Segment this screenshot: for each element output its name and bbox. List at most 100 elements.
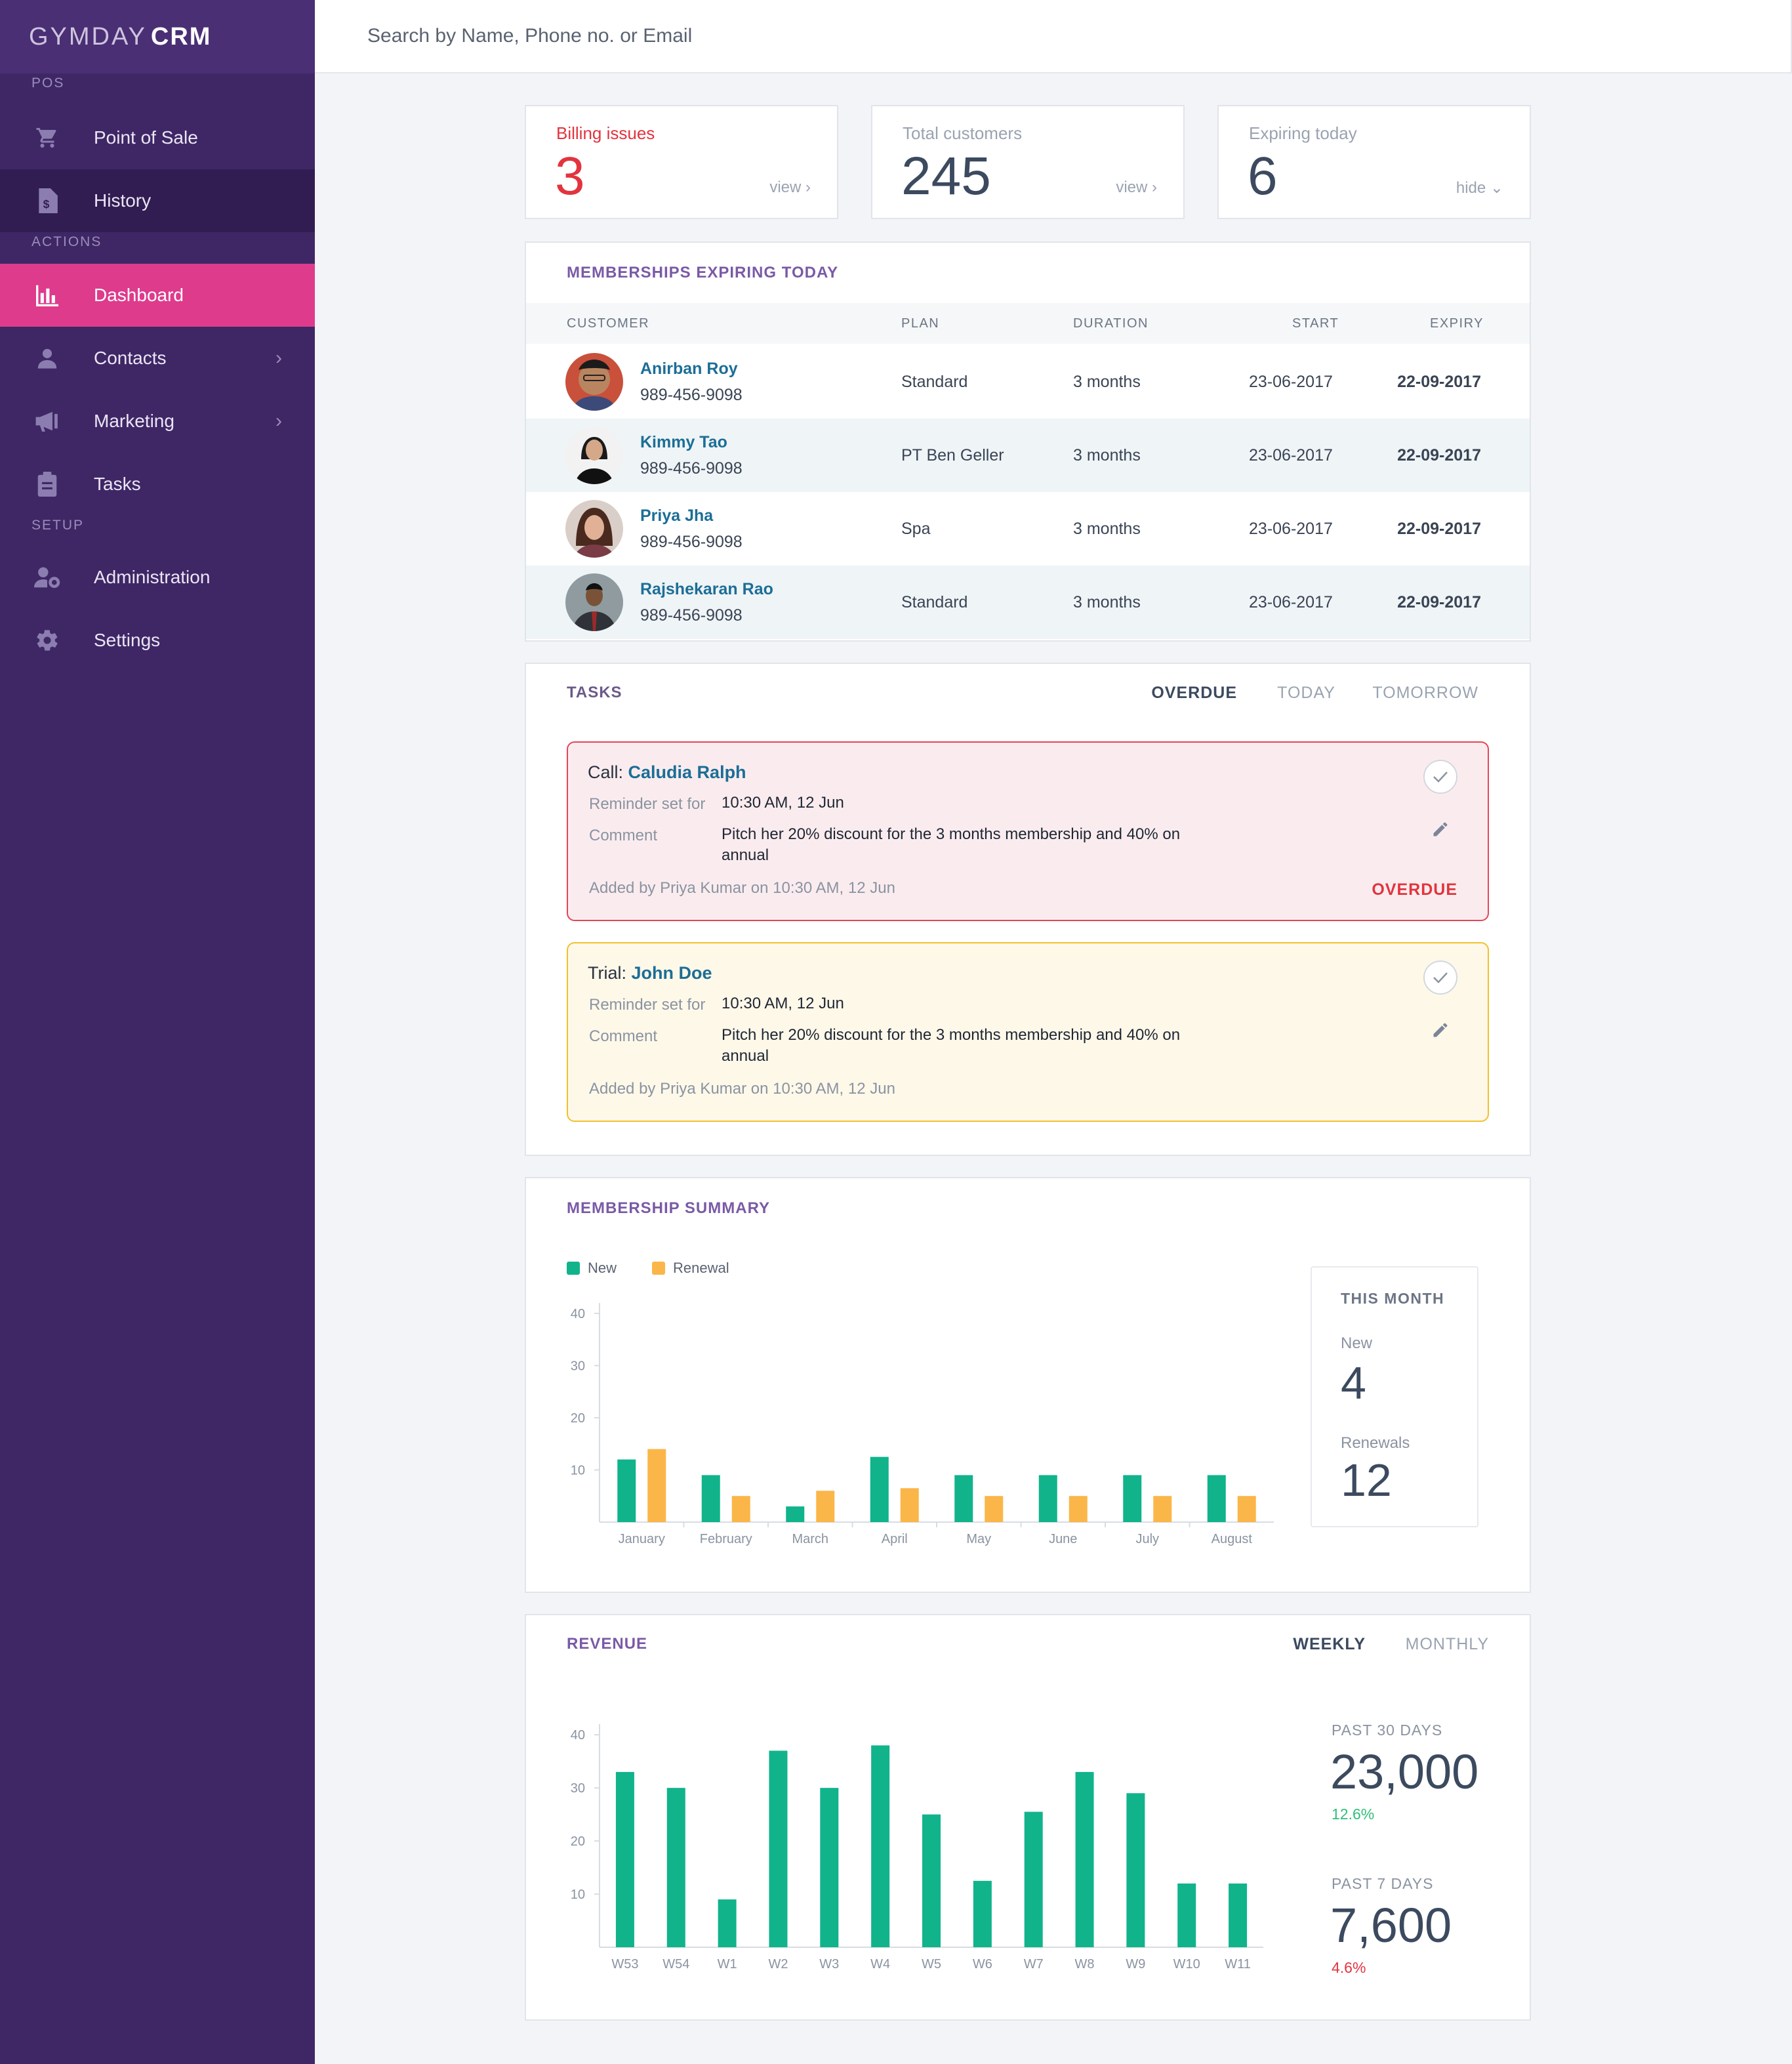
bar-revenue-w11 — [1229, 1883, 1248, 1947]
x-tick-label: W4 — [870, 1957, 890, 1971]
past-7-days-value: 7,600 — [1330, 1898, 1452, 1952]
revenue-card: REVENUE WEEKLY MONTHLY 10 20 30 40 W53 W54 W1 W… — [525, 1614, 1531, 2021]
bar-new-july — [1123, 1475, 1142, 1522]
sidebar-item-marketing[interactable]: Marketing › — [0, 390, 315, 453]
bar-revenue-w3 — [820, 1788, 839, 1947]
megaphone-icon — [34, 408, 60, 434]
tab-monthly[interactable]: MONTHLY — [1405, 1635, 1489, 1653]
customer-name-link[interactable]: Rajshekaran Rao — [640, 580, 773, 598]
y-tick-label: 30 — [571, 1781, 585, 1796]
edit-task-button[interactable] — [1430, 819, 1451, 840]
task-contact-link[interactable]: Caludia Ralph — [628, 762, 746, 782]
customer-name-link[interactable]: Anirban Roy — [640, 360, 738, 378]
column-header: PLAN — [901, 316, 940, 331]
sidebar-section-pos: POS — [31, 75, 65, 91]
sidebar-item-point-of-sale[interactable]: Point of Sale — [0, 106, 315, 169]
sidebar-item-label: Point of Sale — [94, 127, 198, 148]
view-link[interactable]: view › — [769, 178, 811, 197]
plan-cell: Spa — [901, 520, 931, 538]
bar-new-august — [1207, 1475, 1226, 1522]
x-tick-label: W11 — [1225, 1957, 1251, 1971]
table-row[interactable]: Rajshekaran Rao 989-456-9098 Standard 3 … — [526, 566, 1530, 639]
sidebar-item-administration[interactable]: Administration — [0, 546, 315, 609]
complete-task-button[interactable] — [1423, 760, 1457, 794]
bar-renewal-february — [731, 1496, 750, 1522]
chevron-down-icon: ⌄ — [1490, 179, 1503, 197]
start-cell: 23-06-2017 — [1249, 446, 1333, 464]
tab-today[interactable]: TODAY — [1277, 684, 1335, 702]
overdue-badge: OVERDUE — [1372, 880, 1457, 899]
edit-task-button[interactable] — [1430, 1020, 1451, 1041]
receipt-icon: $ — [34, 188, 60, 214]
chevron-right-icon: › — [1152, 178, 1157, 196]
expiring-today-card: Expiring today 6 hide ⌄ — [1217, 105, 1531, 219]
task-type: Trial: — [588, 963, 626, 983]
complete-task-button[interactable] — [1423, 960, 1457, 995]
duration-cell: 3 months — [1073, 446, 1141, 464]
column-header: DURATION — [1073, 316, 1149, 331]
bar-revenue-w7 — [1024, 1811, 1043, 1947]
sidebar-item-tasks[interactable]: Tasks — [0, 453, 315, 516]
bar-renewal-may — [985, 1496, 1004, 1522]
table-row[interactable]: Kimmy Tao 989-456-9098 PT Ben Geller 3 m… — [526, 419, 1530, 492]
start-cell: 23-06-2017 — [1249, 373, 1333, 391]
legend-swatch — [652, 1262, 665, 1275]
table-row[interactable]: Priya Jha 989-456-9098 Spa 3 months 23-0… — [526, 492, 1530, 566]
bar-renewal-march — [816, 1491, 835, 1522]
past-30-days-change: 12.6% — [1332, 1806, 1375, 1823]
sidebar-section-actions: ACTIONS — [31, 234, 102, 249]
pencil-icon — [1433, 822, 1448, 836]
y-tick-label: 20 — [571, 1411, 585, 1426]
customer-name-link[interactable]: Kimmy Tao — [640, 433, 727, 451]
tab-weekly[interactable]: WEEKLY — [1293, 1635, 1366, 1653]
bar-revenue-w8 — [1075, 1771, 1094, 1947]
customer-phone: 989-456-9098 — [640, 459, 743, 478]
bar-renewal-april — [900, 1488, 919, 1522]
bar-new-march — [786, 1506, 805, 1522]
bar-renewal-july — [1153, 1496, 1172, 1522]
sidebar-item-label: Settings — [94, 630, 161, 650]
past-7-days-label: PAST 7 DAYS — [1332, 1875, 1434, 1892]
bar-renewal-january — [647, 1449, 666, 1522]
stat-value: 245 — [901, 146, 991, 206]
x-tick-label: W10 — [1173, 1957, 1200, 1971]
x-tick-label: W2 — [768, 1957, 788, 1971]
plan-cell: PT Ben Geller — [901, 446, 1004, 464]
tab-overdue[interactable]: OVERDUE — [1151, 684, 1237, 702]
added-by: Added by Priya Kumar on 10:30 AM, 12 Jun — [589, 879, 895, 897]
expiry-cell: 22-09-2017 — [1397, 373, 1481, 391]
task-type: Call: — [588, 762, 624, 782]
sidebar-item-contacts[interactable]: Contacts › — [0, 327, 315, 390]
x-tick-label: W6 — [973, 1957, 992, 1971]
customer-phone: 989-456-9098 — [640, 386, 743, 404]
bar-new-february — [701, 1475, 720, 1522]
hide-link[interactable]: hide ⌄ — [1456, 178, 1503, 197]
table-header: CUSTOMER PLAN DURATION START EXPIRY — [526, 303, 1530, 344]
legend-item-renewal: Renewal — [652, 1260, 729, 1277]
logo-text-bold: CRM — [150, 22, 212, 51]
view-link[interactable]: view › — [1116, 178, 1157, 197]
stat-label: Expiring today — [1249, 123, 1357, 143]
search-input[interactable] — [367, 25, 1351, 47]
chevron-right-icon: › — [805, 178, 811, 196]
tab-tomorrow[interactable]: TOMORROW — [1372, 684, 1478, 702]
bar-revenue-w5 — [922, 1814, 941, 1947]
x-tick-label: W1 — [718, 1957, 737, 1971]
table-row[interactable]: Anirban Roy 989-456-9098 Standard 3 mont… — [526, 345, 1530, 419]
comment-label: Comment — [589, 827, 658, 844]
duration-cell: 3 months — [1073, 373, 1141, 391]
app-logo[interactable]: GYMDAY CRM — [0, 0, 315, 73]
card-title: TASKS — [567, 684, 622, 701]
sidebar-item-label: Marketing — [94, 411, 174, 431]
customer-name-link[interactable]: Priya Jha — [640, 506, 714, 525]
sidebar-item-history[interactable]: $ History — [0, 169, 315, 232]
view-link-label: view — [769, 178, 802, 196]
sidebar-item-settings[interactable]: Settings — [0, 609, 315, 672]
sidebar-item-dashboard[interactable]: Dashboard — [0, 264, 315, 327]
x-tick-label: February — [700, 1532, 752, 1546]
comment-value: Pitch her 20% discount for the 3 months … — [722, 1026, 1181, 1065]
bar-new-january — [617, 1459, 636, 1522]
clipboard-icon — [34, 471, 60, 497]
task-contact-link[interactable]: John Doe — [631, 963, 712, 983]
y-tick-label: 10 — [571, 1463, 585, 1477]
